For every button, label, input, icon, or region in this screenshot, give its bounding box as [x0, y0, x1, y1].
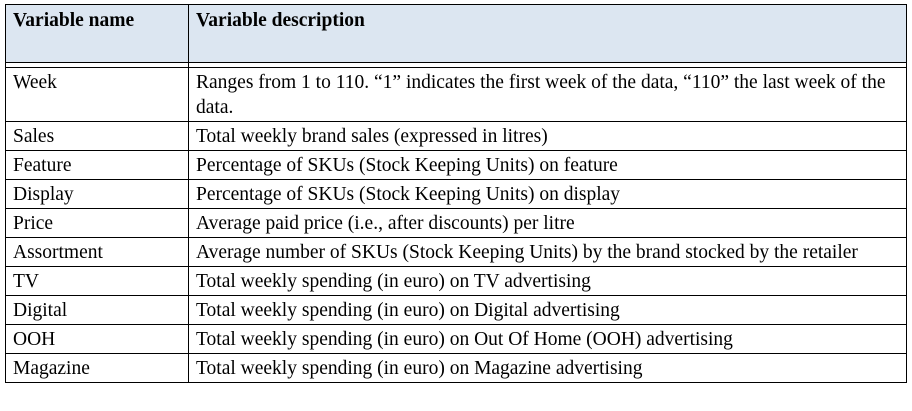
- variable-name-cell: Price: [5, 208, 189, 238]
- variable-description-cell: Total weekly spending (in euro) on TV ad…: [188, 266, 907, 296]
- variable-name-cell: Sales: [5, 121, 189, 151]
- variable-name-cell: Feature: [5, 150, 189, 180]
- variable-description-cell: Ranges from 1 to 110. “1” indicates the …: [188, 67, 907, 122]
- variable-description-cell: Total weekly spending (in euro) on Out O…: [188, 324, 907, 354]
- table-row: Week Ranges from 1 to 110. “1” indicates…: [5, 67, 907, 122]
- variable-name-cell: Week: [5, 67, 189, 122]
- table-row: Feature Percentage of SKUs (Stock Keepin…: [5, 150, 907, 180]
- table-row: Magazine Total weekly spending (in euro)…: [5, 353, 907, 383]
- table-row: OOH Total weekly spending (in euro) on O…: [5, 324, 907, 354]
- table-row: Display Percentage of SKUs (Stock Keepin…: [5, 179, 907, 209]
- variable-description-cell: Percentage of SKUs (Stock Keeping Units)…: [188, 150, 907, 180]
- table-row: Price Average paid price (i.e., after di…: [5, 208, 907, 238]
- table-row: Sales Total weekly brand sales (expresse…: [5, 121, 907, 151]
- variables-table: Variable name Variable description Week …: [5, 4, 907, 383]
- variable-name-cell: TV: [5, 266, 189, 296]
- variable-name-cell: Digital: [5, 295, 189, 325]
- header-variable-name: Variable name: [5, 4, 189, 63]
- table-header-row: Variable name Variable description: [5, 4, 907, 63]
- variable-description-cell: Total weekly brand sales (expressed in l…: [188, 121, 907, 151]
- table-row: Assortment Average number of SKUs (Stock…: [5, 237, 907, 267]
- variable-name-cell: Magazine: [5, 353, 189, 383]
- table-row: Digital Total weekly spending (in euro) …: [5, 295, 907, 325]
- header-variable-description: Variable description: [188, 4, 907, 63]
- variable-name-cell: OOH: [5, 324, 189, 354]
- variable-description-cell: Total weekly spending (in euro) on Digit…: [188, 295, 907, 325]
- variable-description-cell: Average number of SKUs (Stock Keeping Un…: [188, 237, 907, 267]
- table-row: TV Total weekly spending (in euro) on TV…: [5, 266, 907, 296]
- variable-description-cell: Total weekly spending (in euro) on Magaz…: [188, 353, 907, 383]
- variable-description-cell: Percentage of SKUs (Stock Keeping Units)…: [188, 179, 907, 209]
- variable-name-cell: Display: [5, 179, 189, 209]
- variable-name-cell: Assortment: [5, 237, 189, 267]
- variable-description-cell: Average paid price (i.e., after discount…: [188, 208, 907, 238]
